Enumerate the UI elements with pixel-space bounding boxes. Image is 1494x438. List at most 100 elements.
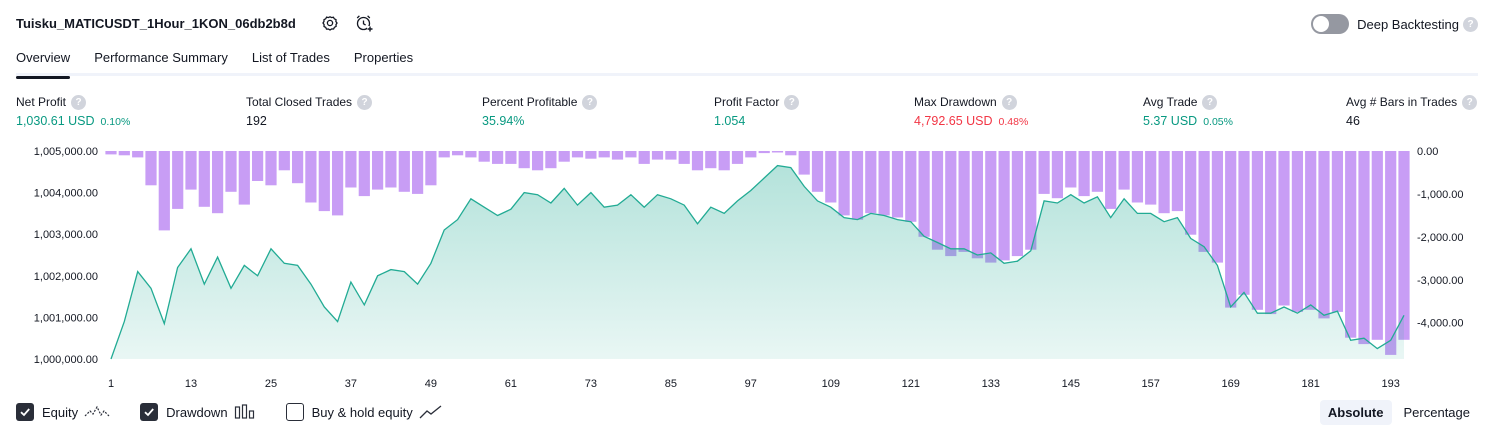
drawdown-bar [412, 151, 424, 194]
metric-percent: 0.48% [998, 116, 1029, 128]
drawdown-bar [598, 151, 610, 158]
drawdown-bar [851, 151, 864, 220]
drawdown-bar [358, 151, 370, 197]
drawdown-bar [1158, 151, 1170, 214]
gear-icon [322, 16, 338, 31]
metric-label: Avg Trade [1143, 95, 1198, 109]
deep-backtesting-toggle-group: Deep Backtesting ? [1311, 14, 1478, 34]
x-tick-label: 133 [982, 378, 1000, 390]
drawdown-bar [1318, 151, 1330, 319]
info-icon[interactable]: ? [784, 94, 800, 110]
drawdown-bar [265, 151, 277, 186]
legend-label: Drawdown [166, 404, 228, 420]
drawdown-bar [985, 151, 997, 263]
metric-net-profit: Net Profit? 1,030.61 USD 0.10% [16, 94, 130, 128]
x-tick-label: 73 [585, 378, 597, 390]
y-tick-label: 1,002,000.00 [34, 271, 98, 283]
drawdown-bar [758, 151, 770, 154]
y-tick-label: 1,003,000.00 [34, 229, 98, 241]
buy-hold-checkbox[interactable] [285, 403, 304, 421]
drawdown-bar [798, 151, 810, 175]
report-tabs: Overview Performance Summary List of Tra… [16, 46, 1478, 79]
strategy-header: Tuisku_MATICUSDT_1Hour_1KON_06db2b8d Dee… [16, 10, 1478, 38]
drawdown-bar [665, 151, 677, 160]
drawdown-bar [425, 151, 437, 186]
drawdown-bar [718, 151, 730, 171]
info-icon[interactable]: ? [582, 94, 598, 110]
drawdown-bar [585, 151, 597, 159]
info-icon[interactable]: ? [1001, 94, 1017, 110]
metric-value: 35.94% [482, 114, 525, 128]
y-tick-label: -2,000.00 [1417, 232, 1463, 244]
tab-overview[interactable]: Overview [16, 46, 71, 79]
drawdown-bar [1291, 151, 1303, 312]
drawdown-bar [905, 151, 917, 222]
drawdown-bar [385, 151, 397, 188]
legend-label: Equity [42, 404, 79, 420]
drawdown-bar [145, 151, 157, 186]
metric-percent-profitable: Percent Profitable? 35.94% [482, 94, 598, 128]
drawdown-bar [918, 151, 930, 237]
drawdown-bar [305, 151, 317, 203]
drawdown-bar [225, 151, 237, 192]
tab-performance-summary[interactable]: Performance Summary [94, 50, 228, 65]
x-tick-label: 145 [1062, 378, 1080, 390]
drawdown-bar [945, 151, 957, 257]
legend-label: Buy & hold equity [311, 404, 413, 420]
absolute-button[interactable]: Absolute [1319, 400, 1392, 425]
y-axis-left: 1,005,000.00 1,004,000.00 1,003,000.00 1,00… [34, 146, 98, 366]
x-tick-label: 157 [1142, 378, 1160, 390]
percentage-button[interactable]: Percentage [1403, 405, 1471, 420]
alarm-clock-plus-icon [356, 15, 373, 32]
drawdown-bar [891, 151, 904, 218]
drawdown-bar [1065, 151, 1077, 188]
legend-buy-hold-equity[interactable]: Buy & hold equity [285, 403, 443, 421]
info-icon[interactable]: ? [1462, 94, 1478, 110]
legend-drawdown[interactable]: Drawdown [140, 403, 255, 421]
add-alert-button[interactable] [353, 12, 375, 34]
y-tick-label: 1,005,000.00 [34, 146, 98, 158]
drawdown-bar [1118, 151, 1130, 190]
drawdown-bar [571, 151, 584, 158]
deep-backtesting-toggle[interactable] [1311, 14, 1350, 34]
legend-equity[interactable]: Equity [16, 403, 110, 421]
drawdown-bars [105, 151, 1410, 355]
settings-button[interactable] [319, 12, 341, 34]
info-icon[interactable]: ? [357, 94, 373, 110]
toggle-knob [1313, 16, 1330, 32]
equity-drawdown-chart: 1,005,000.00 1,004,000.00 1,003,000.00 1,00… [34, 146, 1464, 390]
tab-properties[interactable]: Properties [353, 50, 414, 65]
drawdown-bar [825, 151, 837, 203]
info-icon[interactable]: ? [71, 94, 87, 110]
info-icon[interactable]: ? [1202, 94, 1218, 110]
metric-percent: 0.05% [1203, 116, 1233, 128]
drawdown-bar [1025, 151, 1037, 250]
x-tick-label: 1 [108, 378, 114, 390]
metric-total-closed-trades: Total Closed Trades? 192 [246, 94, 373, 128]
drawdown-bar [625, 151, 637, 158]
help-icon[interactable]: ? [1463, 16, 1478, 32]
drawdown-bar [998, 151, 1010, 261]
drawdown-bar [132, 151, 144, 158]
drawdown-bar [1225, 151, 1237, 308]
y-tick-label: -4,000.00 [1417, 318, 1463, 330]
metric-profit-factor: Profit Factor? 1.054 [714, 94, 800, 128]
equity-checkbox[interactable] [16, 403, 34, 421]
drawdown-bar [1358, 151, 1370, 345]
drawdown-bar [878, 151, 890, 216]
metric-label: Profit Factor [714, 95, 780, 109]
drawdown-bar [1398, 151, 1410, 340]
metric-value: 192 [246, 114, 267, 128]
deep-backtesting-label: Deep Backtesting [1357, 16, 1459, 32]
drawdown-bar [505, 151, 517, 164]
drawdown-bar [545, 151, 557, 169]
equity-line [110, 164, 1405, 360]
drawdown-checkbox[interactable] [140, 403, 159, 421]
drawdown-bar [971, 151, 983, 259]
tab-list-of-trades[interactable]: List of Trades [251, 50, 330, 65]
drawdown-bar [292, 151, 304, 184]
drawdown-bar [691, 151, 704, 171]
drawdown-bar [1238, 151, 1250, 295]
equity-area [111, 165, 1404, 359]
drawdown-bar [478, 151, 490, 162]
